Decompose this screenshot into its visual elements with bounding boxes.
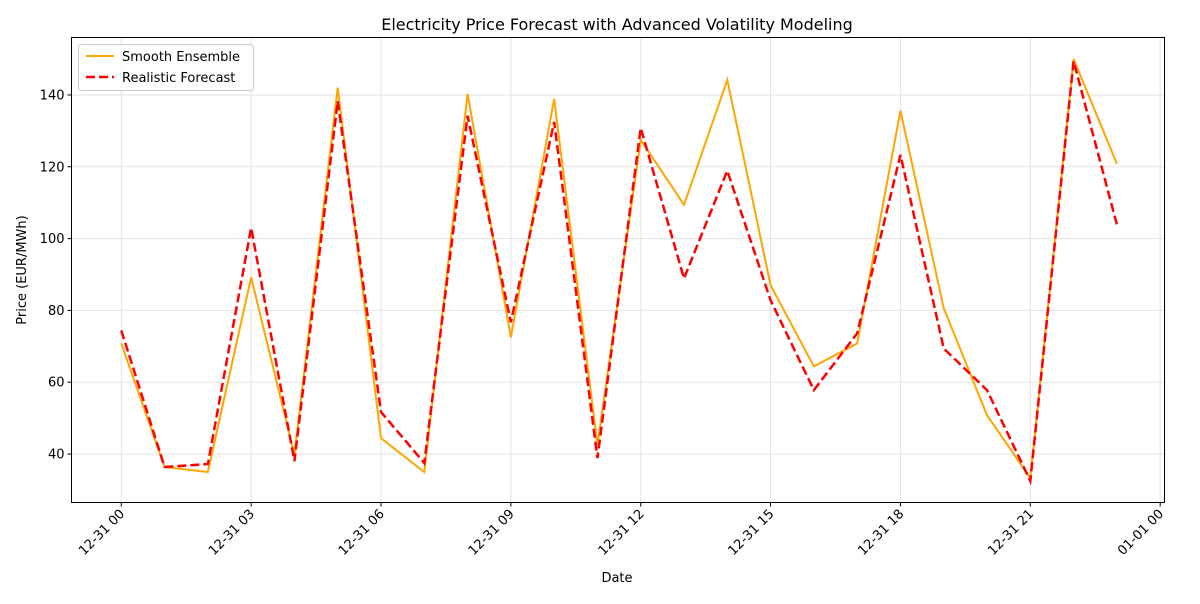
grid [72, 38, 1165, 503]
chart-title: Electricity Price Forecast with Advanced… [381, 15, 853, 34]
y-tick-label: 80 [48, 304, 65, 319]
x-axis-ticks: 12-31 00 12-31 03 12-31 06 12-31 09 12-31 12… [76, 503, 1167, 559]
y-axis-label: Price (EUR/MWh) [15, 215, 30, 324]
y-tick-label: 140 [40, 88, 65, 103]
series-line-smooth-ensemble [121, 59, 1117, 478]
y-tick-label: 120 [40, 160, 65, 175]
y-axis-ticks: 40 60 80 100 120 140 [40, 88, 72, 462]
x-tick-label: 12-31 21 [985, 507, 1037, 559]
plot-frame [72, 38, 1165, 503]
x-tick-label: 12-31 06 [336, 507, 388, 559]
series-group [121, 59, 1117, 481]
legend: Smooth Ensemble Realistic Forecast [79, 45, 254, 91]
x-tick-label: 12-31 00 [76, 507, 128, 559]
y-tick-label: 100 [40, 232, 65, 247]
x-tick-label: 12-31 03 [206, 507, 258, 559]
legend-label-smooth-ensemble: Smooth Ensemble [122, 50, 240, 65]
x-axis-label: Date [601, 571, 632, 586]
x-tick-label: 12-31 18 [855, 507, 907, 559]
y-tick-label: 60 [48, 376, 65, 391]
x-tick-label: 12-31 09 [466, 507, 518, 559]
y-tick-label: 40 [48, 448, 65, 463]
series-line-realistic-forecast [121, 61, 1117, 481]
x-tick-label: 12-31 15 [725, 507, 777, 559]
x-tick-label: 12-31 12 [596, 507, 648, 559]
legend-label-realistic-forecast: Realistic Forecast [122, 71, 235, 86]
x-tick-label: 01-01 00 [1115, 507, 1167, 559]
